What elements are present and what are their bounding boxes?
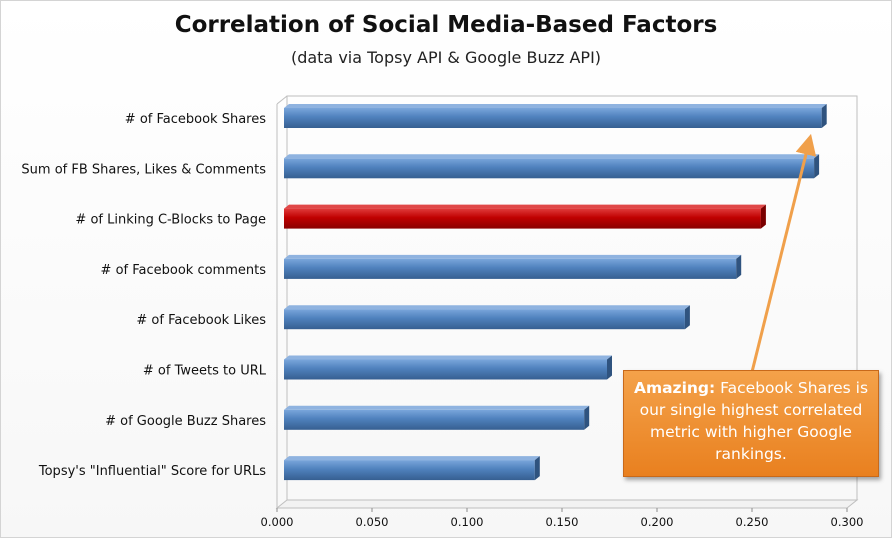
bar-side-face [814, 154, 820, 179]
category-label: # of Facebook Likes [136, 313, 266, 328]
bar-highlighted [284, 204, 766, 229]
category-labels: # of Facebook Shares Sum of FB Shares, Li… [21, 112, 266, 479]
bar-front-face [284, 409, 585, 430]
bar-front-face [284, 208, 761, 229]
bar-top-face [284, 355, 612, 360]
bar-side-face [821, 104, 827, 128]
bar [284, 305, 690, 330]
callout-bold-text: Amazing: [633, 379, 716, 397]
bar-front-face [284, 108, 822, 128]
category-label: # of Linking C-Blocks to Page [75, 213, 266, 228]
bar-front-face [284, 359, 607, 380]
bar-top-face [284, 456, 540, 461]
category-label: Sum of FB Shares, Likes & Comments [21, 162, 266, 177]
x-tick-label: 0.150 [546, 515, 579, 529]
bar [284, 355, 612, 380]
x-axis: 0.000 0.050 0.100 0.150 0.200 0.250 0.300 [261, 508, 864, 529]
category-label: # of Tweets to URL [143, 364, 267, 379]
chart-subtitle: (data via Topsy API & Google Buzz API) [290, 48, 602, 67]
bar [284, 405, 590, 430]
callout-arrow [750, 133, 817, 373]
plot-floor [275, 499, 859, 509]
bars [284, 104, 827, 481]
x-tick-label: 0.050 [356, 515, 389, 529]
plot-left-edge [276, 95, 288, 105]
bar-side-face [607, 355, 612, 380]
x-tick-label: 0.200 [641, 515, 674, 529]
bar-top-face [284, 204, 766, 209]
bar [284, 254, 742, 279]
category-label: # of Google Buzz Shares [105, 414, 266, 429]
bar-top-face [284, 405, 590, 410]
chart-title: Correlation of Social Media-Based Factor… [174, 12, 718, 38]
category-label: # of Facebook comments [101, 263, 267, 278]
bar-side-face [684, 305, 690, 330]
bar-top-face [284, 104, 827, 108]
bar-front-face [284, 460, 535, 481]
bar-front-face [284, 258, 737, 279]
x-tick-label: 0.000 [261, 515, 294, 529]
category-label: Topsy's "Influential" Score for URLs [38, 464, 266, 479]
bar-front-face [284, 158, 815, 179]
bar-side-face [736, 254, 742, 279]
callout-text: Facebook Shares is our single highest co… [639, 379, 869, 463]
bar-side-face [534, 456, 540, 481]
bar [284, 456, 540, 481]
x-tick-label: 0.250 [736, 515, 769, 529]
bar-side-face [584, 405, 590, 430]
bar [284, 154, 820, 179]
bar-front-face [284, 309, 685, 330]
bar-top-face [284, 254, 742, 259]
bar-top-face [284, 154, 820, 159]
annotation-callout: Amazing: Facebook Shares is our single h… [623, 370, 879, 477]
x-tick-label: 0.100 [451, 515, 484, 529]
category-label: # of Facebook Shares [125, 112, 266, 127]
bar-top-face [284, 305, 690, 310]
x-tick-label: 0.300 [831, 515, 864, 529]
bar-side-face [760, 204, 766, 229]
bar [284, 104, 827, 128]
